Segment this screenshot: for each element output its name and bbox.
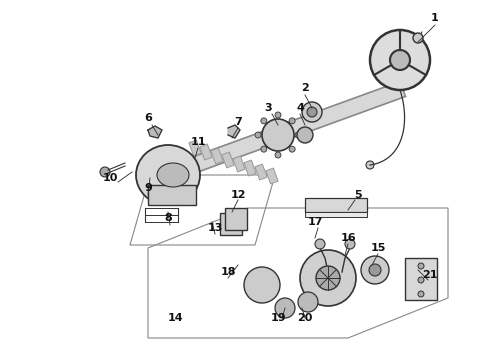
Circle shape	[413, 33, 423, 43]
Text: 6: 6	[144, 113, 152, 123]
Circle shape	[345, 239, 355, 249]
Bar	[148, 185, 196, 205]
Polygon shape	[233, 156, 245, 172]
Circle shape	[262, 119, 294, 151]
Circle shape	[300, 250, 356, 306]
Polygon shape	[244, 160, 256, 176]
Circle shape	[302, 102, 322, 122]
Circle shape	[244, 267, 280, 303]
Circle shape	[418, 263, 424, 269]
Circle shape	[261, 118, 267, 124]
Text: 19: 19	[270, 313, 286, 323]
Circle shape	[289, 118, 295, 124]
Polygon shape	[148, 126, 162, 138]
Text: 12: 12	[230, 190, 246, 200]
Bar	[225, 208, 247, 230]
Circle shape	[361, 256, 389, 284]
Text: 2: 2	[301, 83, 309, 93]
Polygon shape	[255, 164, 267, 180]
Text: 17: 17	[307, 217, 323, 227]
Circle shape	[261, 146, 267, 152]
Bar	[305, 212, 367, 217]
Text: 13: 13	[207, 223, 222, 233]
Circle shape	[315, 239, 325, 249]
Circle shape	[307, 107, 317, 117]
Text: 10: 10	[102, 173, 118, 183]
Text: 1: 1	[431, 13, 439, 23]
Bar	[305, 198, 367, 212]
Polygon shape	[222, 152, 234, 168]
Circle shape	[366, 161, 374, 169]
Text: 4: 4	[296, 103, 304, 113]
Circle shape	[275, 152, 281, 158]
Text: 11: 11	[190, 137, 206, 147]
Polygon shape	[189, 140, 201, 156]
Circle shape	[275, 298, 295, 318]
Circle shape	[275, 112, 281, 118]
Circle shape	[370, 30, 430, 90]
Text: 3: 3	[264, 103, 272, 113]
Polygon shape	[266, 168, 278, 184]
Text: 15: 15	[370, 243, 386, 253]
Circle shape	[255, 132, 261, 138]
Circle shape	[295, 132, 301, 138]
Circle shape	[390, 50, 410, 70]
Text: 9: 9	[144, 183, 152, 193]
Bar	[405, 258, 437, 300]
Ellipse shape	[136, 145, 200, 205]
Text: 21: 21	[422, 270, 438, 280]
Circle shape	[418, 291, 424, 297]
Text: 20: 20	[297, 313, 313, 323]
Polygon shape	[174, 81, 406, 179]
Text: 7: 7	[234, 117, 242, 127]
Circle shape	[298, 292, 318, 312]
Ellipse shape	[157, 163, 189, 187]
Text: 8: 8	[164, 213, 172, 223]
Polygon shape	[200, 144, 212, 160]
Circle shape	[418, 277, 424, 283]
Circle shape	[100, 167, 110, 177]
Polygon shape	[228, 125, 240, 138]
Text: 5: 5	[354, 190, 362, 200]
Circle shape	[297, 127, 313, 143]
Bar	[220, 213, 242, 235]
Text: 14: 14	[167, 313, 183, 323]
Circle shape	[369, 264, 381, 276]
Text: 18: 18	[220, 267, 236, 277]
Circle shape	[316, 266, 340, 290]
Polygon shape	[211, 148, 223, 164]
Text: 16: 16	[340, 233, 356, 243]
Circle shape	[289, 146, 295, 152]
